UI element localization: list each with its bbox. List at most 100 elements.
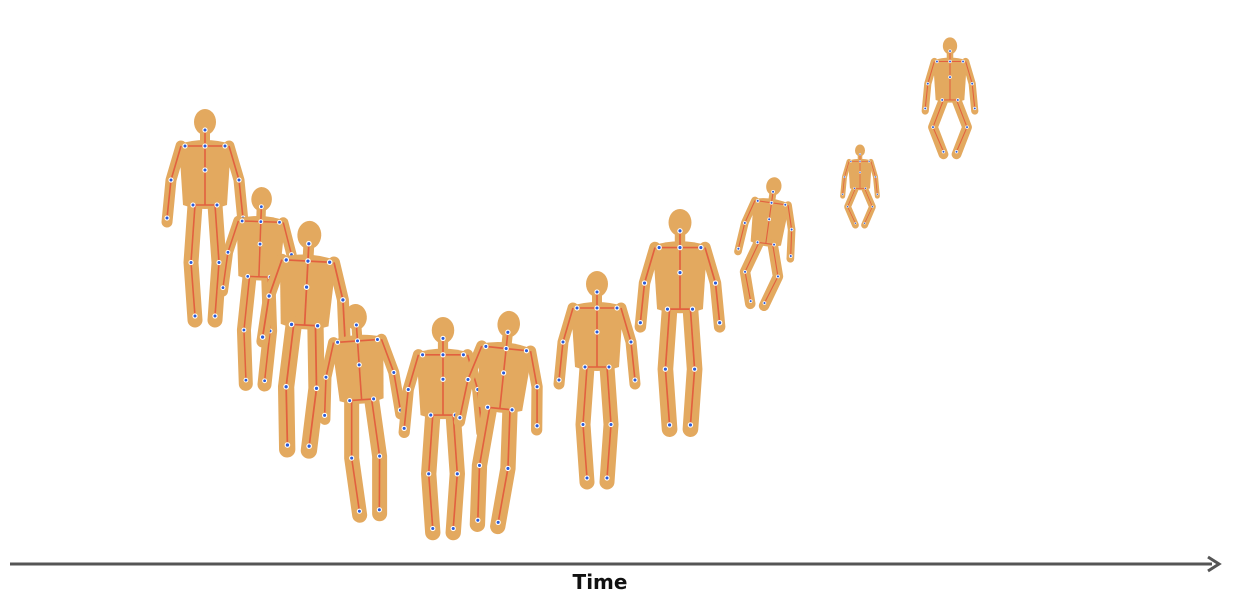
keypoint <box>776 275 779 278</box>
keypoint <box>846 206 849 208</box>
head-shape <box>297 220 322 250</box>
skeleton-bone <box>772 244 779 277</box>
keypoint <box>203 168 207 172</box>
keypoint <box>663 367 667 371</box>
keypoint <box>607 365 611 369</box>
skeleton-bone <box>308 388 318 447</box>
head-shape <box>497 310 520 338</box>
keypoint <box>259 220 263 224</box>
keypoint <box>871 206 874 208</box>
skeleton-bone <box>427 473 434 529</box>
keypoint <box>688 423 692 427</box>
skeleton-bone <box>323 377 327 416</box>
skeleton-bone <box>190 204 196 263</box>
keypoint <box>217 261 221 264</box>
skeleton-bone <box>190 262 196 317</box>
skeleton-bone <box>285 324 295 387</box>
keypoint <box>595 330 599 334</box>
keypoint <box>328 260 332 264</box>
skeleton-bone <box>507 409 511 469</box>
skeleton-bone <box>689 369 696 426</box>
skeleton-bone <box>228 145 240 181</box>
skeleton-bone <box>282 222 293 255</box>
skeleton-bone <box>291 323 318 327</box>
skeleton-bone <box>932 99 944 128</box>
keypoint <box>375 338 379 342</box>
skeleton-bone <box>285 386 289 446</box>
skeleton-bone <box>630 341 636 381</box>
skeleton-bone <box>643 247 656 284</box>
skeleton-bone <box>864 188 873 207</box>
human-figure <box>553 271 641 490</box>
keypoint <box>510 408 514 412</box>
keypoint <box>221 286 225 290</box>
keypoint <box>165 216 169 220</box>
keypoint <box>289 322 294 327</box>
keypoint <box>193 314 197 318</box>
arm-shape <box>868 158 880 199</box>
human-figure <box>734 177 796 312</box>
keypoint <box>932 126 934 129</box>
keypoint <box>657 246 661 250</box>
skeleton-bone <box>529 350 538 387</box>
keypoint <box>378 454 382 458</box>
skeleton-bone <box>350 457 361 512</box>
keypoint <box>693 367 697 371</box>
skeleton-bone <box>214 262 220 317</box>
keypoint <box>215 203 219 207</box>
human-figure <box>398 316 488 541</box>
keypoint <box>213 314 217 318</box>
keypoint <box>431 526 435 531</box>
head-shape <box>854 144 866 157</box>
keypoint <box>609 423 613 426</box>
skeleton-bone <box>452 473 459 529</box>
keypoint <box>926 82 929 85</box>
keypoint <box>615 306 619 310</box>
arm-shape <box>398 349 425 439</box>
keypoint <box>789 255 792 258</box>
keypoint <box>763 302 766 305</box>
skeleton-bone <box>263 330 271 381</box>
keypoint <box>784 203 787 206</box>
keypoint <box>633 378 637 382</box>
keypoint <box>864 187 867 190</box>
human-figure <box>921 37 979 160</box>
keypoint <box>341 298 345 302</box>
keypoint <box>743 270 747 273</box>
keypoint <box>421 353 425 357</box>
keypoint <box>850 160 852 163</box>
keypoint <box>973 107 976 110</box>
skeleton-bone <box>689 309 696 370</box>
torso-shape <box>331 334 384 404</box>
skeleton-bone <box>427 415 434 474</box>
skeleton-bone <box>407 354 420 390</box>
human-figure <box>319 303 407 523</box>
keypoint <box>949 50 951 53</box>
keypoint <box>737 247 740 250</box>
head-shape <box>344 303 367 330</box>
keypoint <box>768 218 771 221</box>
skeleton-bone <box>459 379 469 418</box>
keypoint <box>263 379 267 383</box>
arm-shape <box>840 158 852 199</box>
human-figure <box>161 109 249 328</box>
keypoint <box>258 242 262 246</box>
skeleton-bone <box>214 204 220 263</box>
keypoint <box>718 321 722 325</box>
keypoint <box>843 176 846 178</box>
keypoint <box>773 243 776 246</box>
head-shape <box>766 177 782 196</box>
keypoint <box>962 60 965 63</box>
keypoint <box>306 259 310 263</box>
keypoint <box>324 375 328 379</box>
keypoint <box>853 187 856 190</box>
arm-shape <box>375 333 407 420</box>
keypoint <box>314 386 319 390</box>
keypoint <box>336 340 340 344</box>
keypoint <box>665 307 670 311</box>
keypoint <box>477 463 482 467</box>
keypoint <box>956 98 959 101</box>
keypoint <box>226 250 230 254</box>
skeleton-bone <box>247 275 271 278</box>
keypoint <box>441 377 445 381</box>
